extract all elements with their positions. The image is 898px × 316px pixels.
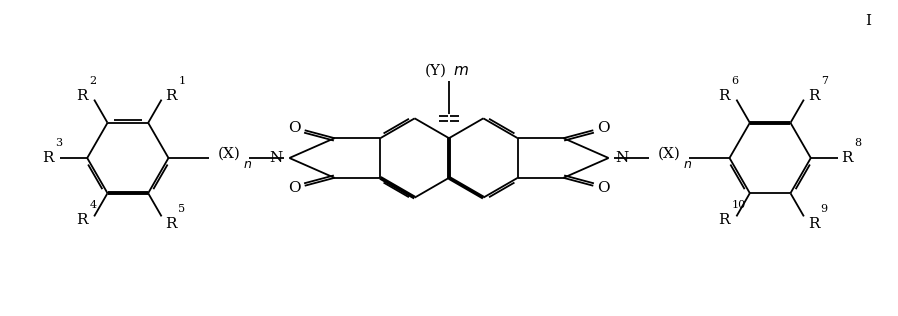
Text: 7: 7 [821,76,828,86]
Text: O: O [597,181,610,195]
Text: R: R [76,213,88,227]
Text: O: O [288,121,301,135]
Text: 1: 1 [179,76,186,86]
Text: 4: 4 [89,200,96,210]
Text: N: N [269,151,283,165]
Text: 6: 6 [732,76,739,86]
Text: $n$: $n$ [683,158,692,172]
Text: R: R [718,89,730,103]
Text: $n$: $n$ [243,158,252,172]
Text: R: R [76,89,88,103]
Text: O: O [597,121,610,135]
Text: (X): (X) [657,147,681,161]
Text: R: R [165,217,177,231]
Text: (X): (X) [217,147,241,161]
Text: 3: 3 [56,138,63,148]
Text: 9: 9 [821,204,828,214]
Text: R: R [42,151,54,165]
Text: R: R [841,151,853,165]
Text: O: O [288,181,301,195]
Text: R: R [718,213,730,227]
Text: 5: 5 [179,204,186,214]
Text: N: N [615,151,629,165]
Text: 8: 8 [854,138,861,148]
Text: R: R [808,217,819,231]
Text: 10: 10 [732,200,745,210]
Text: R: R [808,89,819,103]
Text: (Y): (Y) [425,64,447,78]
Text: I: I [866,14,871,28]
Text: 2: 2 [89,76,96,86]
Text: R: R [165,89,177,103]
Text: $m$: $m$ [453,64,469,78]
